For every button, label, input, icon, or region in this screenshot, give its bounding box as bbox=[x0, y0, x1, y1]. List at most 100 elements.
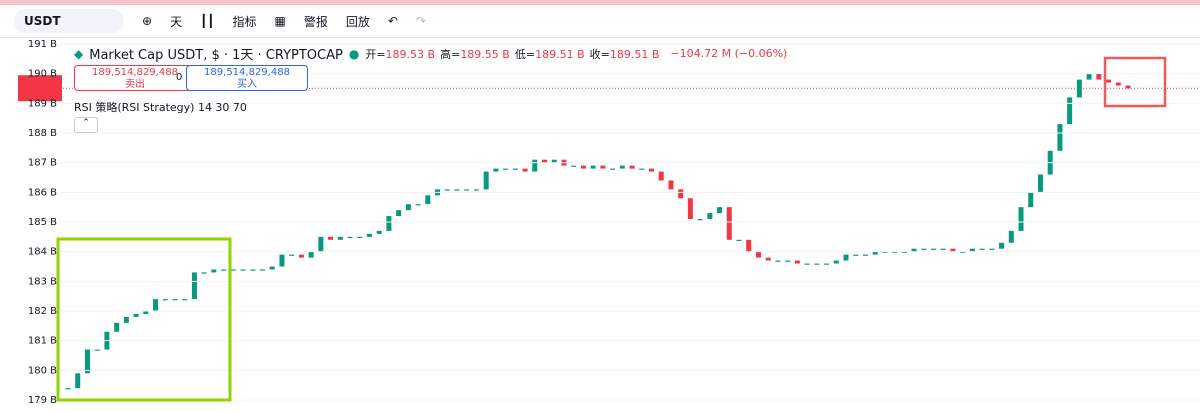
y-tick-label: 183 B bbox=[28, 276, 57, 287]
y-tick-label: 189 B bbox=[28, 98, 57, 109]
ohlc-value: 189.53 B bbox=[385, 47, 436, 61]
buy-label: 买入 bbox=[237, 79, 257, 90]
candle bbox=[999, 242, 1005, 249]
compare[interactable]: ⊕ bbox=[142, 14, 153, 28]
candle bbox=[619, 165, 625, 169]
candle bbox=[250, 269, 256, 271]
ohlc-key: 开= bbox=[365, 47, 386, 61]
candle bbox=[1115, 82, 1121, 86]
candle bbox=[726, 207, 732, 240]
candle bbox=[94, 349, 100, 351]
candle bbox=[678, 189, 684, 199]
candle bbox=[1125, 85, 1131, 89]
candle bbox=[415, 204, 421, 206]
candle bbox=[989, 248, 995, 250]
replay[interactable]: 回放 bbox=[345, 14, 370, 29]
sell-label: 卖出 bbox=[125, 79, 145, 90]
candle bbox=[736, 239, 742, 241]
alerts[interactable]: 警报 bbox=[303, 14, 328, 29]
candle bbox=[279, 254, 285, 267]
candle bbox=[162, 299, 168, 301]
candle bbox=[824, 263, 830, 265]
highlight-box bbox=[1103, 56, 1167, 108]
buy-button[interactable]: 189,514,829,488 买入 bbox=[186, 65, 308, 91]
ohlc-value: 189.55 B bbox=[460, 47, 510, 61]
undo[interactable]: ↶ bbox=[387, 14, 398, 28]
candle bbox=[386, 216, 392, 231]
candle bbox=[755, 251, 761, 258]
symbol-search[interactable]: USDT bbox=[14, 9, 124, 33]
candle bbox=[707, 213, 713, 220]
candle bbox=[75, 373, 81, 389]
candle bbox=[221, 269, 227, 271]
y-tick-label: 188 B bbox=[28, 128, 57, 139]
candle bbox=[298, 254, 304, 258]
candle bbox=[551, 159, 557, 163]
sell-price: 189,514,829,488 bbox=[92, 67, 178, 78]
change: −104.72 M (−0.06%) bbox=[670, 47, 788, 60]
y-tick-label: 187 B bbox=[28, 158, 57, 169]
candle bbox=[347, 236, 353, 239]
ohlc-key: 高= bbox=[440, 47, 461, 61]
candle bbox=[717, 207, 723, 214]
candle bbox=[542, 159, 548, 163]
interval[interactable]: 天 bbox=[170, 14, 183, 29]
candle bbox=[425, 195, 431, 205]
layouts[interactable]: ▦ bbox=[274, 14, 286, 28]
ohlc-value: 189.51 B bbox=[609, 47, 660, 61]
candle bbox=[901, 251, 907, 253]
candle bbox=[580, 165, 586, 169]
candle bbox=[1028, 192, 1034, 208]
candle bbox=[610, 168, 616, 170]
candle bbox=[259, 269, 265, 271]
ohlc: 开=189.53 B 高=189.55 B 低=189.51 B 收=189.51 B bbox=[365, 46, 664, 62]
candle bbox=[308, 251, 314, 258]
symbol-title: Market Cap USDT, $ · 1天 · CRYPTOCAP bbox=[89, 48, 343, 63]
candle bbox=[84, 349, 90, 374]
candle bbox=[153, 299, 159, 311]
buy-price: 189,514,829,488 bbox=[204, 67, 290, 78]
candle bbox=[483, 171, 489, 190]
candle bbox=[1067, 97, 1073, 125]
indicators[interactable]: 指标 bbox=[232, 14, 257, 29]
sell-button[interactable]: 189,514,829,488 卖出 bbox=[74, 65, 196, 91]
strategy: RSI 策略(RSI Strategy) 14 30 70 bbox=[74, 101, 247, 114]
candle bbox=[405, 204, 411, 211]
ohlc-key: 收= bbox=[589, 47, 610, 61]
candle bbox=[785, 260, 791, 262]
collapse[interactable]: ⌃ bbox=[74, 117, 98, 133]
candle bbox=[882, 251, 888, 253]
candle bbox=[629, 165, 635, 169]
candle bbox=[201, 272, 207, 274]
toolbar: USDT ⊕ 天 ┃┃ 指标 ▦ 警报 回放 ↶ ↷ bbox=[0, 0, 1200, 38]
y-tick-label: 186 B bbox=[28, 187, 57, 198]
candle bbox=[892, 251, 898, 253]
candle bbox=[931, 248, 937, 250]
y-tick-label: 182 B bbox=[28, 306, 57, 317]
candle bbox=[133, 313, 139, 317]
candle bbox=[600, 165, 606, 169]
spread: 0 bbox=[176, 72, 183, 83]
y-tick-label: 180 B bbox=[28, 365, 57, 376]
highlight-box bbox=[56, 237, 232, 402]
candle bbox=[687, 198, 693, 220]
candle bbox=[337, 236, 343, 240]
candle bbox=[639, 168, 645, 170]
candle bbox=[872, 251, 878, 255]
candle bbox=[503, 168, 509, 170]
candle bbox=[230, 269, 236, 271]
candle bbox=[794, 260, 800, 264]
candle bbox=[289, 254, 295, 256]
y-tick-label: 184 B bbox=[28, 247, 57, 258]
candle bbox=[269, 266, 275, 270]
candle bbox=[853, 254, 859, 256]
candle bbox=[1057, 124, 1063, 151]
y-tick-label: 181 B bbox=[28, 336, 57, 347]
candle bbox=[522, 168, 528, 172]
candle bbox=[473, 189, 479, 191]
candle bbox=[969, 248, 975, 252]
chart-type[interactable]: ┃┃ bbox=[200, 14, 215, 28]
redo[interactable]: ↷ bbox=[415, 14, 427, 28]
candle bbox=[668, 180, 674, 190]
